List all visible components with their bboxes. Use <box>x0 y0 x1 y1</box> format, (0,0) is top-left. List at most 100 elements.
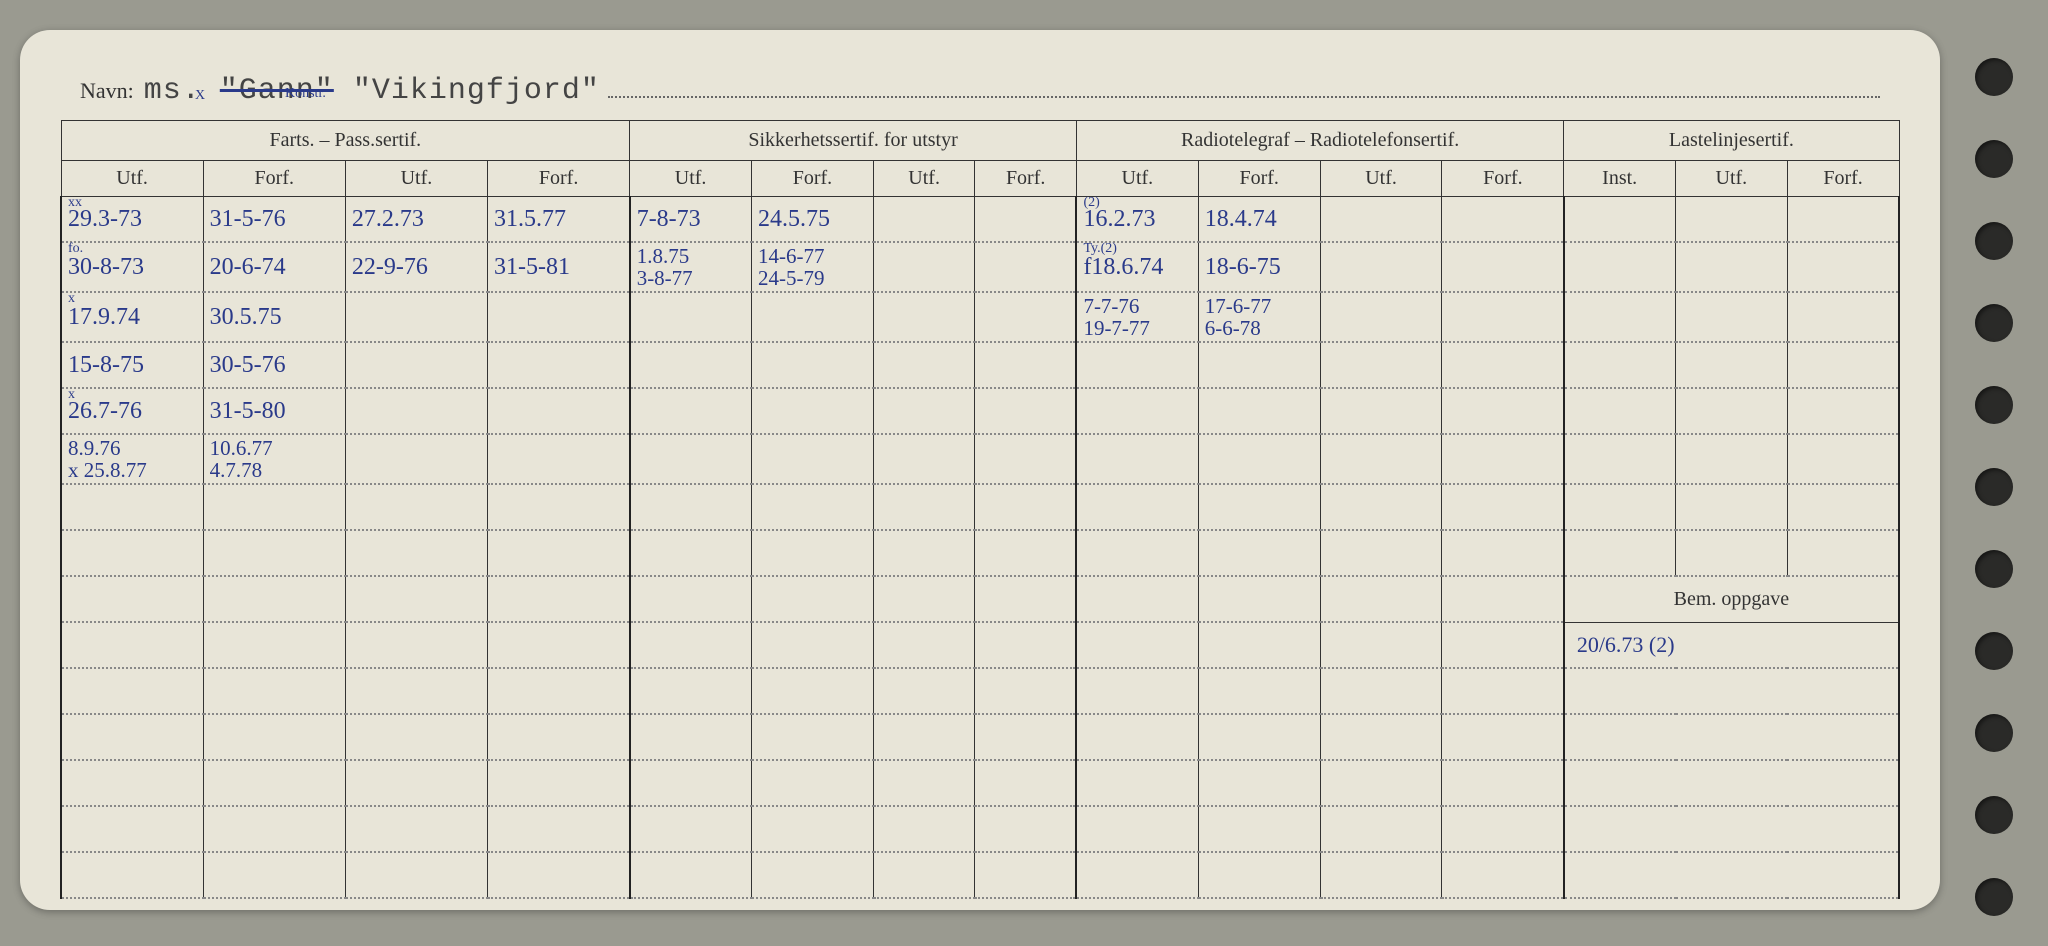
cell <box>1787 197 1899 243</box>
cell <box>1442 760 1564 806</box>
cell <box>488 760 630 806</box>
cell <box>975 197 1077 243</box>
cell: 31-5-80 <box>203 388 345 434</box>
cell <box>1320 530 1442 576</box>
cell: 31-5-81 <box>488 242 630 292</box>
cell <box>1564 434 1676 484</box>
cell <box>1076 342 1198 388</box>
table-row <box>61 668 1899 714</box>
table-row <box>61 530 1899 576</box>
table-row: xx29.3-7331-5-7627.2.7331.5.777-8-7324.5… <box>61 197 1899 243</box>
cell-annotation: fo. <box>68 241 83 257</box>
cell <box>752 714 874 760</box>
cell: 10.6.774.7.78 <box>203 434 345 484</box>
cell: 18-6-75 <box>1198 242 1320 292</box>
table-row: 8.9.76x 25.8.7710.6.774.7.78 <box>61 434 1899 484</box>
cell <box>488 484 630 530</box>
cell <box>1442 388 1564 434</box>
cell: 30.5.75 <box>203 292 345 342</box>
col-utf: Utf. <box>873 161 975 197</box>
cell-annotation: x <box>68 291 75 307</box>
cell <box>1787 434 1899 484</box>
col-forf: Forf. <box>1442 161 1564 197</box>
cell <box>1564 484 1676 530</box>
cell <box>975 242 1077 292</box>
cell <box>630 434 752 484</box>
cell <box>488 714 630 760</box>
binder-hole <box>1975 878 2013 916</box>
cell: 17-6-776-6-78 <box>1198 292 1320 342</box>
table-row: x26.7-7631-5-80 <box>61 388 1899 434</box>
cell <box>1442 292 1564 342</box>
binder-hole <box>1975 796 2013 834</box>
cell <box>345 388 487 434</box>
cell <box>1787 342 1899 388</box>
cell <box>873 530 975 576</box>
cell <box>1676 434 1788 484</box>
title-row: Navn: ms. "Gann" "Vikingfjord" <box>80 72 1880 112</box>
cell <box>1787 388 1899 434</box>
cell <box>1564 668 1899 714</box>
cell <box>630 760 752 806</box>
certificate-table: Farts. – Pass.sertif. Sikkerhetssertif. … <box>60 120 1900 899</box>
cell <box>630 530 752 576</box>
cell <box>873 852 975 898</box>
cell <box>1198 434 1320 484</box>
cell <box>1320 342 1442 388</box>
cell <box>1076 576 1198 622</box>
cell <box>975 434 1077 484</box>
group-sikkerhet: Sikkerhetssertif. for utstyr <box>630 121 1077 161</box>
cell <box>752 434 874 484</box>
cell <box>630 714 752 760</box>
group-farts: Farts. – Pass.sertif. <box>61 121 630 161</box>
table-row <box>61 806 1899 852</box>
cell: xx29.3-73 <box>61 197 203 243</box>
cell <box>873 342 975 388</box>
index-card: Navn: ms. "Gann" "Vikingfjord" X Konstr.… <box>20 30 1940 910</box>
cell <box>1676 484 1788 530</box>
cell <box>203 530 345 576</box>
cell <box>1076 760 1198 806</box>
cell <box>345 292 487 342</box>
binder-hole <box>1975 386 2013 424</box>
title-dotted-line <box>608 72 1880 98</box>
cell <box>1442 668 1564 714</box>
table-row <box>61 760 1899 806</box>
cell <box>61 622 203 668</box>
table-row: Bem. oppgave <box>61 576 1899 622</box>
group-lastelinje: Lastelinjesertif. <box>1564 121 1899 161</box>
cell <box>1076 668 1198 714</box>
cell-annotation: x <box>68 387 75 403</box>
table-row: 15-8-7530-5-76 <box>61 342 1899 388</box>
col-utf: Utf. <box>1676 161 1788 197</box>
cell <box>1076 714 1198 760</box>
cell <box>1442 576 1564 622</box>
binder-hole <box>1975 468 2013 506</box>
group-radio: Radiotelegraf – Radiotelefonsertif. <box>1076 121 1563 161</box>
table-row: x17.9.7430.5.757-7-7619-7-7717-6-776-6-7… <box>61 292 1899 342</box>
cell: 15-8-75 <box>61 342 203 388</box>
cell <box>1320 292 1442 342</box>
cell: 20-6-74 <box>203 242 345 292</box>
cell <box>488 622 630 668</box>
col-utf: Utf. <box>1076 161 1198 197</box>
cell <box>345 576 487 622</box>
cell <box>1198 760 1320 806</box>
col-inst: Inst. <box>1564 161 1676 197</box>
cell <box>630 292 752 342</box>
cell <box>752 806 874 852</box>
navn-struck: "Gann" <box>201 74 353 108</box>
cell <box>1320 197 1442 243</box>
binder-hole <box>1975 140 2013 178</box>
cell <box>752 668 874 714</box>
cell <box>975 668 1077 714</box>
cell <box>975 806 1077 852</box>
cell <box>1198 388 1320 434</box>
cell <box>752 484 874 530</box>
cell <box>1320 388 1442 434</box>
cell <box>1320 576 1442 622</box>
cell: 1.8.753-8-77 <box>630 242 752 292</box>
binder-hole <box>1975 304 2013 342</box>
cell <box>1198 342 1320 388</box>
table-row <box>61 714 1899 760</box>
